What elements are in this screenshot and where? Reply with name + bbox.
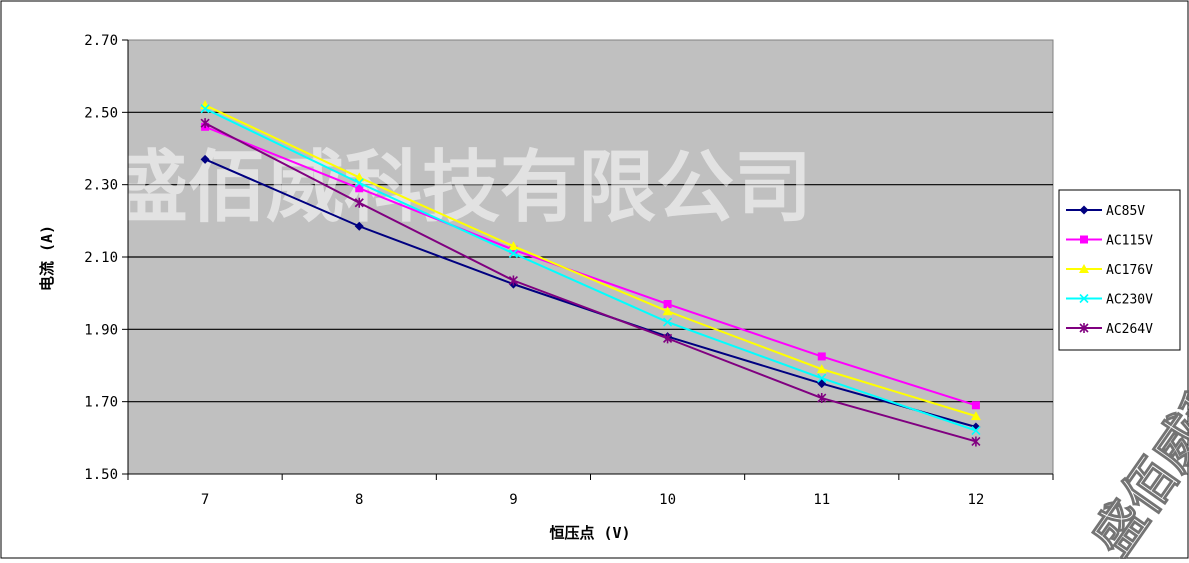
y-tick-label: 2.10 [84, 250, 118, 266]
legend-marker [1079, 323, 1089, 333]
series-layer [200, 100, 981, 447]
data-point [508, 275, 518, 286]
legend-entry: AC115V [1066, 234, 1153, 249]
legend-label: AC85V [1106, 204, 1145, 219]
x-axis-title: 恒压点 (V) [549, 524, 630, 542]
data-point [817, 373, 827, 383]
data-point [662, 306, 673, 316]
x-tick-label: 10 [659, 492, 676, 508]
data-point [817, 352, 826, 361]
x-tick-label: 12 [967, 492, 984, 508]
gridlines [128, 111, 1053, 403]
tick-labels: 1.50 1.70 1.90 2.10 2.30 2.50 2.70 7 8 9 10 11 12 [84, 33, 984, 508]
legend-label: AC264V [1106, 322, 1153, 337]
legend-entry: AC85V [1066, 204, 1145, 219]
legend-entry: AC264V [1066, 322, 1153, 337]
y-tick-label: 1.50 [84, 467, 118, 483]
data-point [971, 401, 980, 410]
data-point [354, 172, 365, 182]
series-line [204, 122, 977, 443]
data-point [971, 426, 981, 436]
x-tick-label: 11 [813, 492, 830, 508]
y-tick-label: 1.70 [84, 395, 118, 411]
x-tick-label: 8 [355, 492, 363, 508]
data-point [354, 221, 364, 231]
series-line [204, 104, 977, 418]
data-point [200, 104, 210, 114]
series-line [204, 107, 977, 432]
series-line [204, 125, 977, 407]
y-axis-title: 电流 (A) [38, 225, 56, 291]
watermark-text: 盛佰威科技有限公司 [110, 143, 812, 233]
legend-label: AC176V [1106, 263, 1153, 278]
legend-entry: AC230V [1066, 293, 1153, 308]
data-point [663, 317, 673, 327]
legend-marker [1079, 293, 1089, 304]
legend-label: AC115V [1106, 234, 1153, 249]
y-tick-label: 1.90 [84, 322, 118, 338]
series-ac230v [200, 104, 981, 436]
data-point [355, 184, 364, 193]
data-point [200, 154, 210, 164]
y-tick-label: 2.70 [84, 33, 118, 49]
data-point [970, 411, 981, 421]
x-tick-label: 7 [201, 492, 209, 508]
x-tick-label: 9 [509, 492, 517, 508]
data-point [971, 436, 981, 447]
data-point [817, 393, 827, 404]
data-point [354, 178, 364, 188]
legend-entry: AC176V [1066, 263, 1153, 278]
legend: AC85V AC115V AC176V AC230V AC264V [1058, 189, 1181, 351]
data-point [200, 118, 210, 129]
legend-marker [1079, 264, 1089, 273]
data-point [354, 197, 364, 208]
data-point [816, 364, 827, 374]
legend-marker [1079, 205, 1089, 215]
y-tick-label: 2.50 [84, 105, 118, 121]
data-point [508, 241, 519, 251]
legend-label: AC230V [1106, 293, 1153, 308]
axes [122, 39, 1054, 480]
data-point [663, 300, 672, 309]
legend-marker [1080, 235, 1088, 244]
y-tick-label: 2.30 [84, 178, 118, 194]
series-ac264v [200, 118, 981, 447]
data-point [508, 248, 518, 258]
data-point [663, 333, 673, 344]
